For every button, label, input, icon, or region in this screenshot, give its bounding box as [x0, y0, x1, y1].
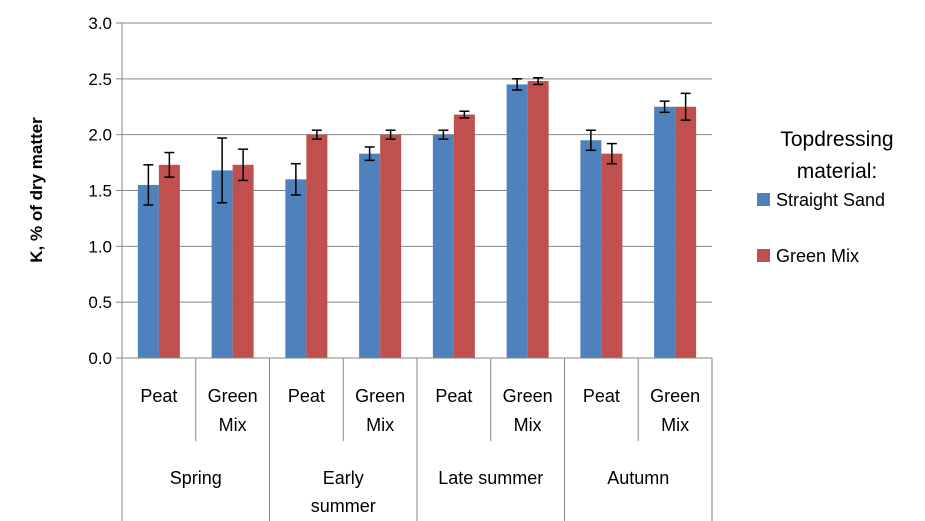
y-tick-label: 0.0 [88, 349, 112, 368]
sub-category-label: Green [503, 386, 553, 406]
group-label: Autumn [607, 468, 669, 488]
y-tick-label: 0.5 [88, 293, 112, 312]
y-tick-label: 3.0 [88, 14, 112, 33]
sub-category-label: Peat [288, 386, 325, 406]
axes [121, 23, 713, 521]
legend-title: Topdressing [780, 128, 893, 151]
bar [232, 164, 254, 358]
bar [137, 184, 159, 358]
sub-category-label: Mix [366, 415, 394, 435]
sub-category-label: Peat [583, 386, 620, 406]
error-bars [143, 76, 691, 206]
group-label: summer [311, 496, 376, 516]
legend-swatch [757, 249, 770, 262]
sub-category-label: Green [355, 386, 405, 406]
bar [654, 106, 676, 358]
bar [675, 106, 697, 358]
legend-label: Straight Sand [776, 190, 885, 210]
bars [137, 81, 697, 359]
y-tick-label: 1.5 [88, 182, 112, 201]
bar [359, 153, 381, 358]
bar [211, 170, 233, 358]
bar [285, 179, 307, 358]
sub-category-label: Mix [219, 415, 247, 435]
legend-label: Green Mix [776, 246, 859, 266]
sub-category-label: Green [650, 386, 700, 406]
legend: Topdressing material: Straight Sand Green M… [757, 128, 894, 266]
bar [432, 134, 454, 358]
gridlines [116, 22, 712, 359]
bar [580, 140, 602, 358]
bar [158, 164, 180, 358]
sub-category-label: Peat [435, 386, 472, 406]
category-labels: Peat Green Mix Spring Peat Green Mix Early summe… [140, 386, 700, 516]
legend-title: material: [797, 160, 878, 183]
legend-swatch [757, 193, 770, 206]
bar [506, 84, 528, 359]
y-tick-label: 2.5 [88, 70, 112, 89]
group-label: Spring [170, 468, 222, 488]
sub-category-label: Green [208, 386, 258, 406]
bar [380, 134, 402, 358]
y-tick-label: 1.0 [88, 237, 112, 256]
group-label: Late summer [438, 468, 543, 488]
bar [527, 81, 549, 359]
sub-category-label: Mix [514, 415, 542, 435]
sub-category-label: Mix [661, 415, 689, 435]
bar [601, 153, 623, 358]
y-tick-labels: 0.0 0.5 1.0 1.5 2.0 2.5 3.0 [88, 14, 112, 368]
bar [453, 114, 475, 358]
bar [306, 134, 328, 358]
sub-category-label: Peat [140, 386, 177, 406]
group-label: Early [323, 468, 364, 488]
y-tick-label: 2.0 [88, 126, 112, 145]
y-axis-label: K, % of dry matter [27, 117, 46, 263]
